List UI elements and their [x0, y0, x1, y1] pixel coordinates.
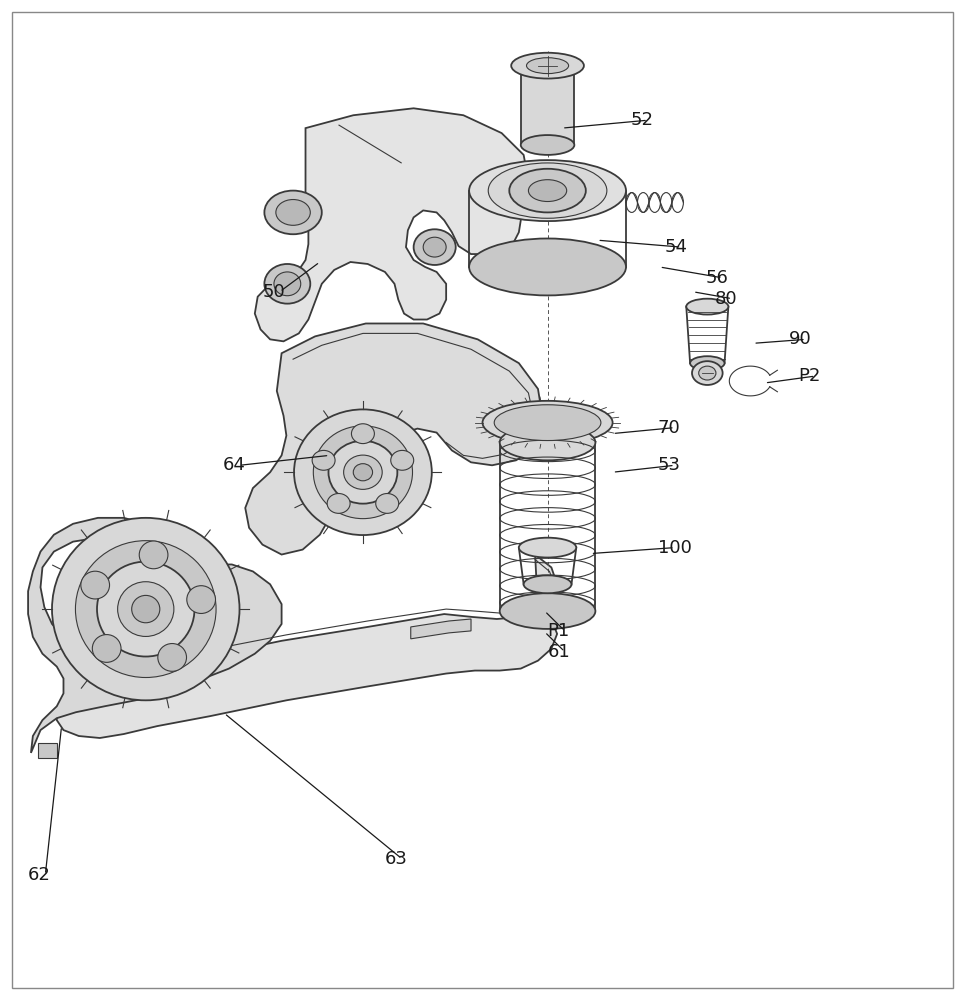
Ellipse shape: [521, 135, 574, 155]
Text: 100: 100: [657, 539, 692, 557]
Ellipse shape: [699, 366, 716, 380]
Ellipse shape: [344, 455, 382, 489]
Polygon shape: [255, 108, 529, 341]
Polygon shape: [411, 619, 471, 639]
Text: P2: P2: [798, 367, 820, 385]
Ellipse shape: [351, 424, 374, 444]
Ellipse shape: [482, 401, 613, 444]
Ellipse shape: [375, 494, 399, 513]
Ellipse shape: [327, 494, 350, 513]
Ellipse shape: [276, 200, 311, 225]
Ellipse shape: [264, 264, 311, 304]
Ellipse shape: [158, 644, 186, 671]
Text: 52: 52: [631, 111, 653, 129]
Ellipse shape: [93, 635, 121, 662]
Ellipse shape: [353, 464, 372, 481]
Ellipse shape: [511, 53, 584, 79]
Ellipse shape: [686, 299, 729, 315]
Ellipse shape: [118, 582, 174, 636]
Text: 63: 63: [385, 850, 408, 868]
Ellipse shape: [312, 450, 335, 470]
Ellipse shape: [500, 593, 595, 629]
Text: 80: 80: [715, 290, 737, 308]
Ellipse shape: [519, 538, 576, 558]
Ellipse shape: [97, 562, 195, 657]
Ellipse shape: [500, 425, 595, 460]
Text: 50: 50: [262, 283, 286, 301]
Polygon shape: [38, 743, 57, 758]
Ellipse shape: [510, 169, 586, 212]
Text: 53: 53: [657, 456, 680, 474]
Ellipse shape: [264, 191, 321, 234]
Text: 62: 62: [28, 866, 51, 884]
Ellipse shape: [139, 541, 168, 569]
Ellipse shape: [52, 518, 239, 700]
Text: 56: 56: [705, 269, 729, 287]
Ellipse shape: [488, 163, 607, 218]
Ellipse shape: [328, 441, 398, 504]
Text: 64: 64: [222, 456, 245, 474]
Polygon shape: [57, 555, 557, 738]
Text: 54: 54: [664, 238, 687, 256]
Ellipse shape: [274, 272, 301, 296]
Text: 90: 90: [788, 330, 812, 348]
Ellipse shape: [494, 405, 601, 441]
Ellipse shape: [469, 160, 626, 221]
Text: 70: 70: [657, 419, 680, 437]
Polygon shape: [245, 323, 541, 555]
Polygon shape: [28, 518, 282, 753]
Ellipse shape: [524, 575, 571, 593]
Ellipse shape: [75, 541, 216, 678]
Ellipse shape: [391, 450, 414, 470]
Ellipse shape: [469, 238, 626, 295]
Ellipse shape: [131, 595, 160, 623]
Ellipse shape: [424, 237, 446, 257]
Text: P1: P1: [547, 622, 569, 640]
Polygon shape: [521, 71, 574, 145]
Ellipse shape: [414, 229, 455, 265]
Ellipse shape: [81, 571, 110, 599]
Ellipse shape: [314, 426, 412, 519]
Ellipse shape: [690, 356, 725, 370]
Ellipse shape: [692, 361, 723, 385]
Ellipse shape: [527, 58, 568, 74]
Ellipse shape: [529, 180, 566, 202]
Ellipse shape: [187, 586, 215, 613]
Text: 61: 61: [547, 643, 570, 661]
Ellipse shape: [294, 409, 431, 535]
